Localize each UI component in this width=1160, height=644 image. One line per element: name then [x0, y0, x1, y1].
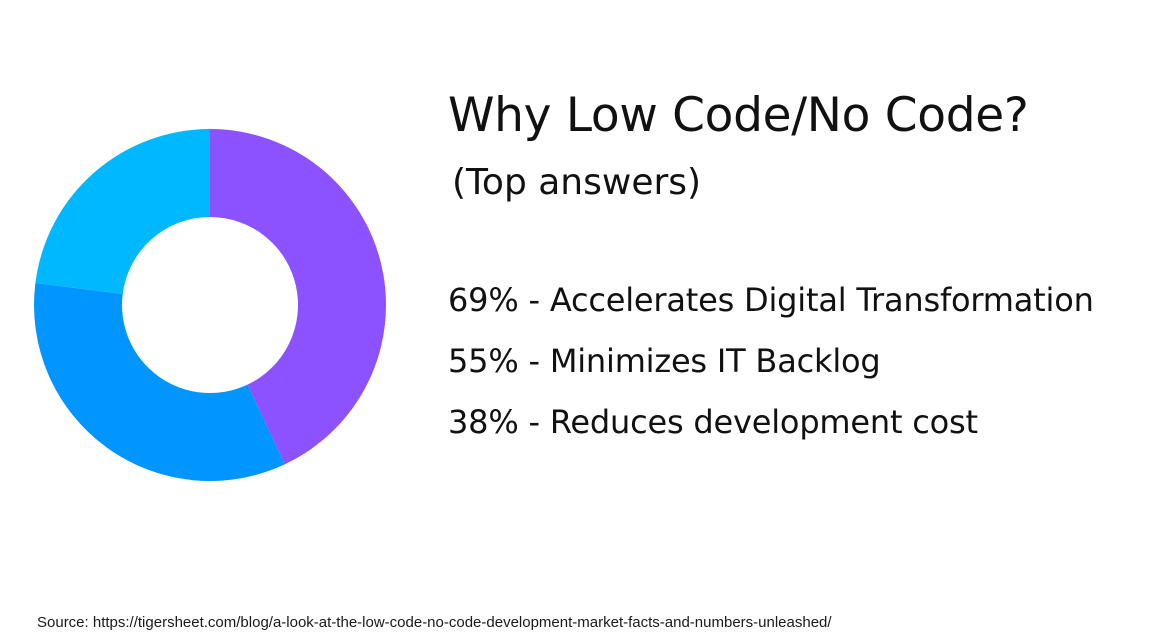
donut-slice-1 — [210, 129, 387, 465]
donut-chart — [34, 129, 387, 482]
donut-slice-3 — [35, 129, 210, 294]
donut-slice-2 — [34, 282, 285, 482]
chart-subtitle: (Top answers) — [452, 162, 702, 203]
answer-item: 55% - Minimizes IT Backlog — [448, 342, 881, 380]
answers-list: 69% - Accelerates Digital Transformation… — [448, 270, 1094, 453]
chart-title: Why Low Code/No Code? — [448, 88, 1029, 143]
source-citation: Source: https://tigersheet.com/blog/a-lo… — [37, 614, 832, 631]
answer-item: 38% - Reduces development cost — [448, 403, 978, 441]
answer-item: 69% - Accelerates Digital Transformation — [448, 281, 1094, 319]
